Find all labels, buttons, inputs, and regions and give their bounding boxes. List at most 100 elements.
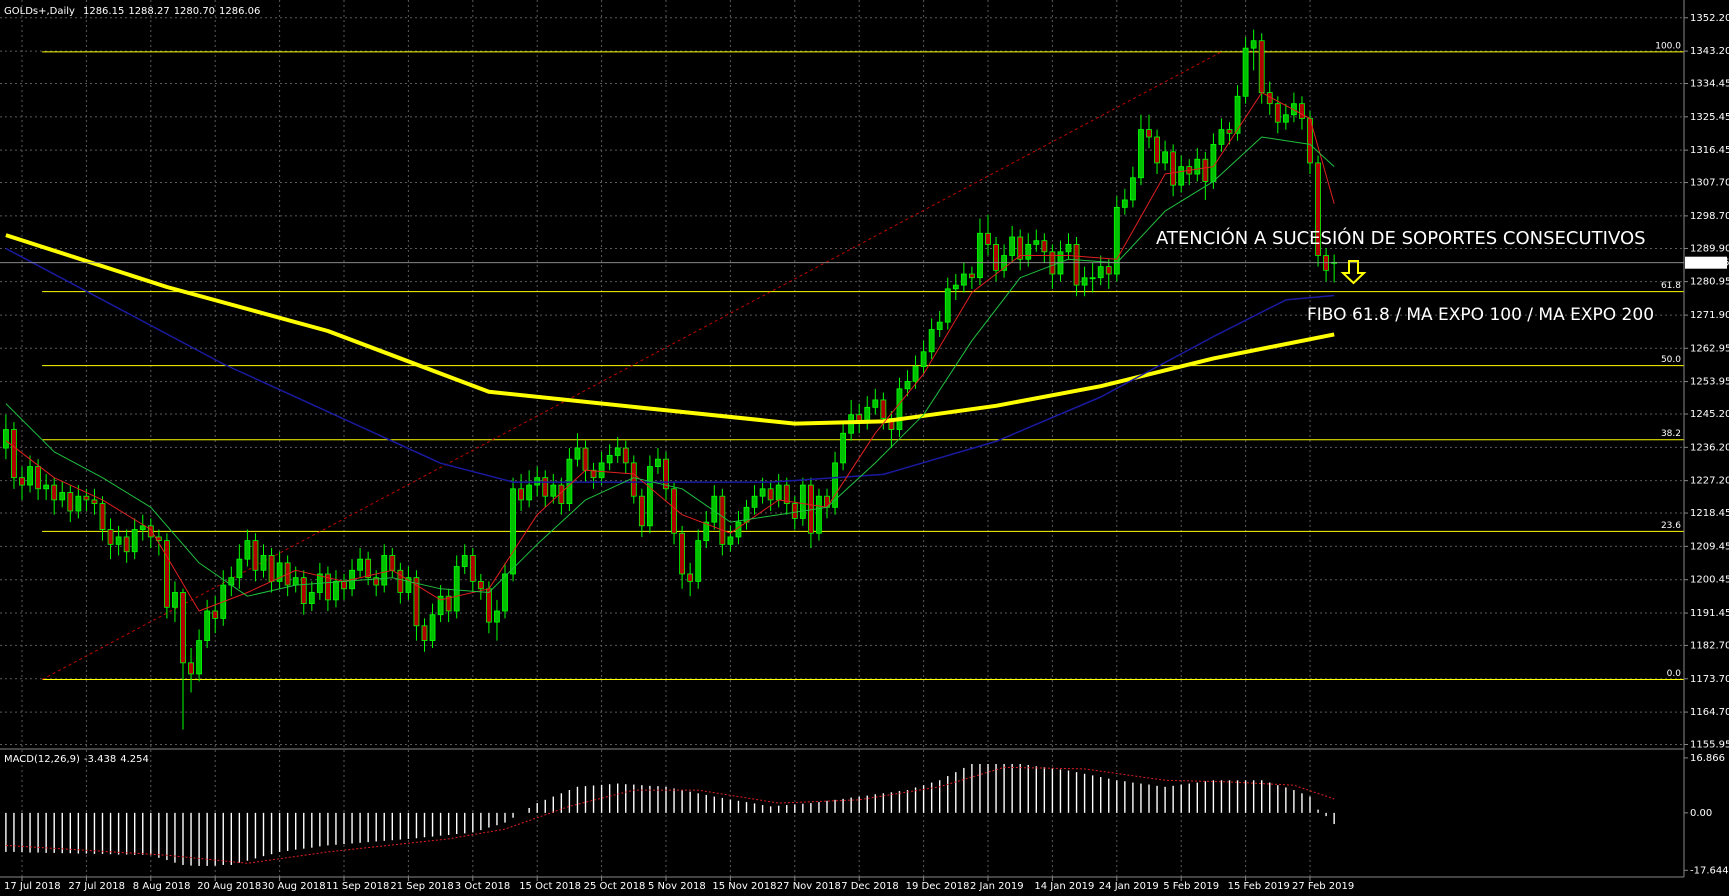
fibo-label: 100.0 <box>1655 41 1681 51</box>
candle-body <box>477 580 484 590</box>
y-tick-label: 1236.20 <box>1690 442 1729 453</box>
current-price-label: 1286.06 <box>1688 258 1729 269</box>
x-tick-label: 27 Nov 2018 <box>777 881 841 892</box>
candle-body <box>461 555 468 567</box>
x-tick-label: 14 Jan 2019 <box>1034 881 1094 892</box>
y-tick-label: -17.644 <box>1690 865 1729 876</box>
candle-body <box>1291 103 1297 116</box>
moving-average <box>5 92 1335 612</box>
candle-body <box>510 488 516 575</box>
x-tick-label: 5 Feb 2019 <box>1163 881 1219 892</box>
macd-panel <box>5 764 1335 866</box>
candle-body <box>437 595 444 616</box>
candle-body <box>816 495 822 534</box>
candle-body <box>421 625 428 642</box>
candle-body <box>751 495 758 508</box>
candle-body <box>131 529 138 553</box>
candle-body <box>630 462 637 497</box>
y-tick-label: 1173.70 <box>1690 674 1729 685</box>
y-tick-label: 1227.20 <box>1690 476 1729 487</box>
y-tick-label: 1262.95 <box>1690 343 1729 354</box>
x-tick-label: 27 Jul 2018 <box>68 881 125 892</box>
candle-body <box>719 495 726 545</box>
candle-body <box>1146 129 1152 138</box>
candle-body <box>333 580 339 601</box>
candle-body <box>59 492 66 501</box>
y-tick-label: 1200.45 <box>1690 575 1729 586</box>
candle-body <box>952 284 959 290</box>
candle-body <box>341 580 347 590</box>
candle-body <box>196 640 203 675</box>
candle-body <box>1299 103 1305 119</box>
candle-body <box>107 529 114 545</box>
candle-body <box>43 484 50 490</box>
candle-body <box>727 536 734 545</box>
candle-body <box>1162 151 1168 164</box>
candle-body <box>896 388 903 430</box>
y-tick-label: 1352.20 <box>1690 13 1729 24</box>
candle-body <box>1081 277 1088 286</box>
candle-body <box>147 525 154 538</box>
candle-body <box>2 429 9 449</box>
candle-body <box>1138 129 1144 179</box>
candle-body <box>1121 199 1128 208</box>
candle-body <box>928 329 935 353</box>
candle-body <box>236 558 243 579</box>
candle-body <box>397 569 404 593</box>
candle-body <box>622 447 629 464</box>
candle-body <box>357 558 364 571</box>
moving-average <box>5 136 1335 597</box>
candle-body <box>1130 177 1136 201</box>
candle-body <box>1089 277 1096 280</box>
candle-body <box>840 432 846 464</box>
candle-body <box>1234 95 1241 134</box>
candle-body <box>502 573 508 612</box>
candle-body <box>1097 266 1104 279</box>
y-tick-label: 1155.95 <box>1690 739 1729 750</box>
candle-body <box>75 495 82 512</box>
x-tick-label: 19 Dec 2018 <box>906 881 970 892</box>
y-tick-label: 1325.45 <box>1690 112 1729 123</box>
candle-body <box>99 503 106 530</box>
candle-body <box>920 351 927 367</box>
candle-body <box>324 573 331 601</box>
candle-body <box>985 232 991 245</box>
x-tick-label: 30 Aug 2018 <box>262 881 326 892</box>
candle-body <box>139 525 146 530</box>
candle-body <box>268 555 275 582</box>
candle-body <box>655 458 661 467</box>
candle-body <box>260 555 267 571</box>
candle-body <box>775 484 782 501</box>
candle-body <box>172 592 178 608</box>
candle-body <box>574 447 581 460</box>
y-tick-label: 1209.45 <box>1690 541 1729 552</box>
candle-body <box>115 536 122 545</box>
fibo-label: 38.2 <box>1661 429 1681 439</box>
candle-body <box>832 462 838 508</box>
candle-body <box>1105 266 1112 275</box>
candle-body <box>1033 240 1040 245</box>
current-price-box <box>1685 256 1727 269</box>
candle-body <box>1065 243 1072 253</box>
candle-body <box>188 662 194 675</box>
candle-body <box>582 447 589 471</box>
candle-body <box>212 610 219 619</box>
header-close: 1286.06 <box>219 6 260 17</box>
signal-last: 4.254 <box>120 754 149 765</box>
candle-body <box>1202 158 1209 182</box>
candle-body <box>292 577 299 586</box>
candle-body <box>735 521 742 538</box>
header-high: 1288.27 <box>128 6 169 17</box>
x-tick-label: 15 Feb 2019 <box>1228 881 1290 892</box>
candle-body <box>960 273 967 286</box>
candle-body <box>252 540 259 571</box>
y-tick-label: 1307.70 <box>1690 178 1729 189</box>
y-tick-label: 1245.20 <box>1690 409 1729 420</box>
x-tick-label: 25 Oct 2018 <box>584 881 646 892</box>
candle-body <box>35 466 41 490</box>
candle-body <box>405 577 412 593</box>
candle-body <box>791 503 798 519</box>
candle-body <box>944 288 951 323</box>
candle-body <box>1210 144 1217 182</box>
